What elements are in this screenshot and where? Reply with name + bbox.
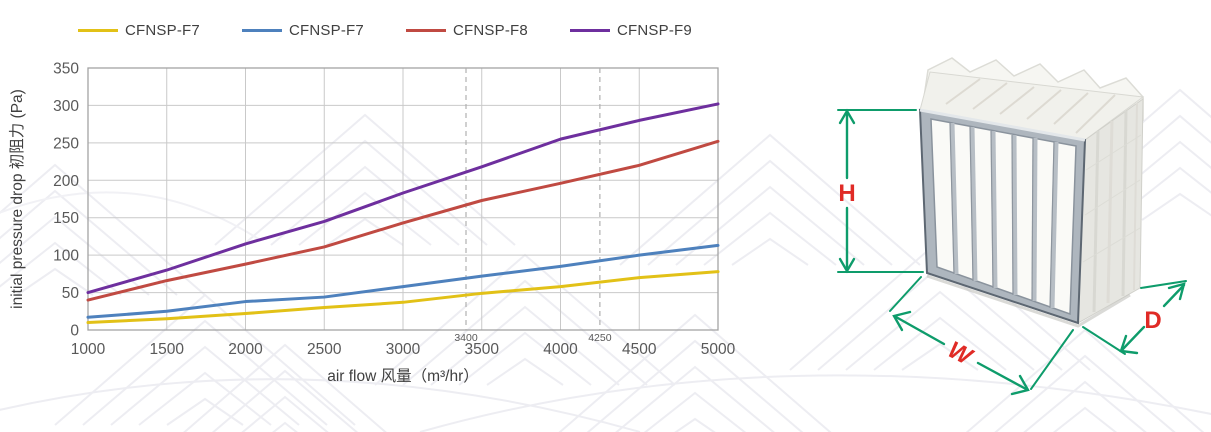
x-tick-label: 4000	[543, 341, 578, 358]
dimension-arrow-d	[1082, 280, 1187, 355]
x-axis-title: air flow 风量（m³/hr）	[327, 368, 479, 385]
reference-label-4250: 4250	[588, 332, 612, 344]
legend-label-0: CFNSP-F7	[125, 22, 200, 39]
dimension-arrow-w	[889, 276, 1074, 396]
series-line-2	[86, 139, 720, 302]
y-tick-label: 100	[53, 248, 79, 265]
y-tick-label: 50	[62, 285, 80, 302]
legend-item-2: CFNSP-F8	[406, 22, 570, 39]
legend-label-2: CFNSP-F8	[453, 22, 528, 39]
legend-item-3: CFNSP-F9	[570, 22, 734, 39]
legend-swatch-0	[78, 29, 118, 32]
series-line-0	[86, 270, 720, 325]
x-tick-label: 1000	[71, 341, 106, 358]
pressure-drop-chart-panel: CFNSP-F7 CFNSP-F7 CFNSP-F8 CFNSP-F9 3400 425…	[8, 22, 736, 386]
legend-label-3: CFNSP-F9	[617, 22, 692, 39]
x-tick-label: 4500	[622, 341, 657, 358]
legend-swatch-1	[242, 29, 282, 32]
legend-swatch-2	[406, 29, 446, 32]
reference-label-3400: 3400	[454, 332, 478, 344]
series-line-1	[86, 243, 720, 319]
y-axis-title: initial pressure drop 初阻力 (Pa)	[8, 89, 26, 309]
legend-item-1: CFNSP-F7	[242, 22, 406, 39]
dimension-annotations	[837, 108, 1187, 396]
bag-filter-figure: H W D	[800, 0, 1211, 432]
dimension-label-h: H	[838, 180, 855, 207]
dimension-arrow-h	[837, 108, 924, 274]
y-tick-label: 0	[70, 323, 79, 340]
legend-label-1: CFNSP-F7	[289, 22, 364, 39]
y-tick-label: 150	[53, 210, 79, 227]
x-tick-label: 2500	[307, 341, 342, 358]
legend-item-0: CFNSP-F7	[78, 22, 242, 39]
x-tick-label: 5000	[701, 341, 736, 358]
x-tick-label: 3000	[386, 341, 421, 358]
plot-border	[87, 67, 719, 331]
series-line-3	[86, 102, 720, 295]
legend-swatch-3	[570, 29, 610, 32]
y-tick-label: 250	[53, 135, 79, 152]
pressure-chart: 3400 4250 0 50 100 150 200 250 300 350 1000 1500 200…	[8, 61, 736, 386]
y-tick-label: 200	[53, 173, 79, 190]
x-tick-label: 3500	[465, 341, 500, 358]
x-tick-label: 2000	[228, 341, 263, 358]
dimension-label-w: W	[944, 336, 979, 371]
y-tick-label: 350	[53, 61, 79, 78]
bag-filter-illustration	[918, 57, 1145, 328]
chart-legend: CFNSP-F7 CFNSP-F7 CFNSP-F8 CFNSP-F9	[78, 22, 734, 39]
y-tick-label: 300	[53, 98, 79, 115]
x-tick-label: 1500	[150, 341, 185, 358]
dimension-label-d: D	[1144, 307, 1161, 334]
